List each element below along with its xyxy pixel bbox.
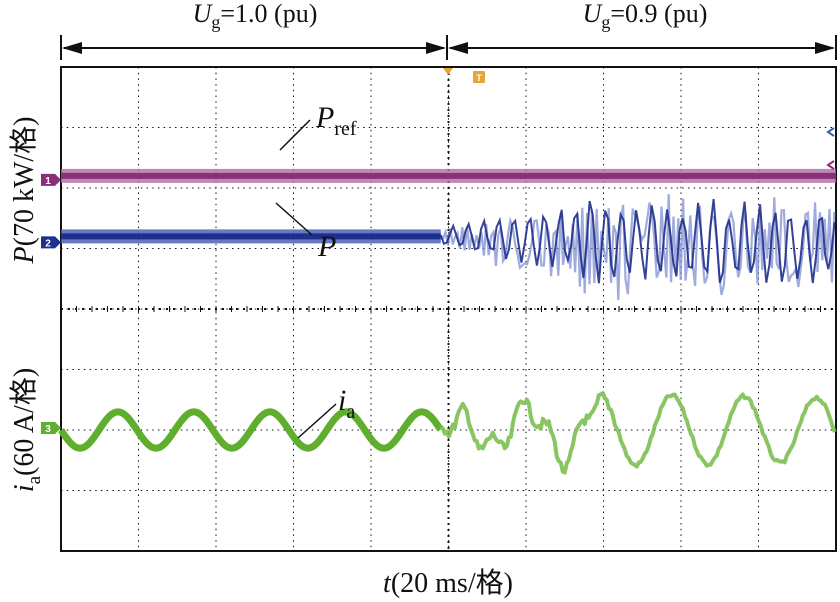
trigger-position-marker bbox=[443, 68, 453, 75]
annotation-ug-1: Ug=1.0 (pu) bbox=[193, 0, 318, 32]
trace-ia-steady bbox=[58, 408, 444, 452]
label-p: P bbox=[317, 230, 336, 263]
annotation-ug-0-9: Ug=0.9 (pu) bbox=[583, 0, 708, 32]
traces bbox=[58, 168, 837, 475]
channel-marker-3: 3 bbox=[41, 422, 61, 435]
y-axis-label-power: P(70 kW/格) bbox=[8, 117, 40, 265]
svg-text:2: 2 bbox=[45, 238, 51, 249]
channel-marker-2: 2 bbox=[41, 236, 61, 249]
svg-text:3: 3 bbox=[45, 424, 51, 435]
svg-text:1: 1 bbox=[45, 176, 51, 187]
trace-ia-disturbed bbox=[439, 391, 837, 475]
right-edge-markers bbox=[826, 127, 835, 170]
label-pref: Pref bbox=[315, 101, 357, 140]
x-axis-label: t(20 ms/格) bbox=[383, 567, 513, 599]
y-axis-label-current: ia(60 A/格) bbox=[8, 368, 45, 492]
label-ia: ia bbox=[338, 384, 355, 423]
leader-ia bbox=[297, 403, 337, 439]
channel-marker-1: 1 bbox=[41, 173, 61, 187]
channel-markers: 1 2 3 bbox=[41, 173, 61, 435]
arrow-heads bbox=[62, 42, 835, 54]
trigger-level-label: T bbox=[476, 73, 482, 83]
trigger-level-box bbox=[473, 71, 485, 83]
grid bbox=[61, 67, 836, 551]
trace-p-oscillation bbox=[439, 198, 836, 284]
region-arrows bbox=[60, 35, 837, 60]
leader-pref bbox=[279, 119, 311, 151]
leader-p bbox=[275, 202, 313, 236]
